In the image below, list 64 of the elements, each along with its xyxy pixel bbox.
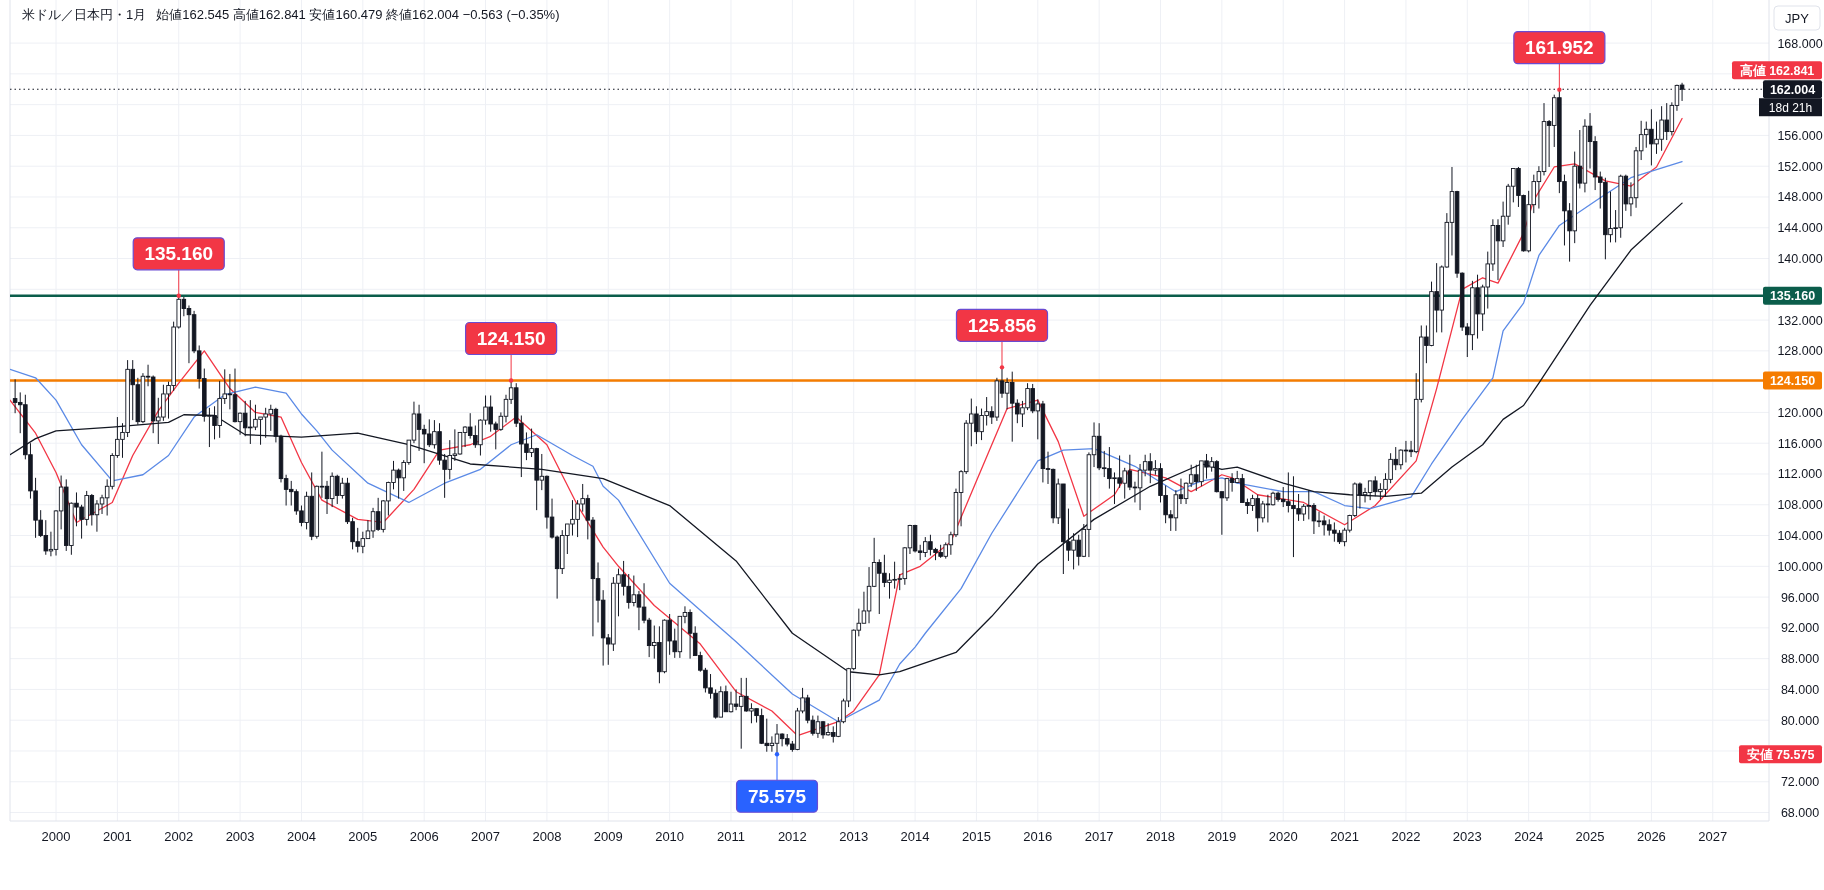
y-tick-label: 156.000 — [1777, 128, 1823, 143]
annotation: 75.575 — [747, 785, 807, 807]
x-tick-label: 2017 — [1084, 829, 1114, 844]
annotation: 135.160 — [144, 243, 214, 265]
x-tick-label: 2008 — [532, 829, 562, 844]
annotation: 高値 162.841 — [1739, 62, 1815, 78]
x-tick-label: 2011 — [717, 829, 745, 844]
y-tick-label: 116.000 — [1777, 436, 1823, 451]
y-tick-label: 120.000 — [1777, 405, 1823, 420]
text: 始値162.545 高値162.841 安値160.479 終値162.004 −0.563 (−0.35%) — [156, 7, 560, 22]
y-tick-label: 88.000 — [1780, 652, 1820, 667]
x-tick-label: 2025 — [1575, 829, 1605, 844]
x-tick-label: 2000 — [41, 829, 71, 844]
y-tick-label: 128.000 — [1777, 344, 1823, 359]
y-tick-label: 132.000 — [1777, 313, 1823, 328]
y-tick-label: 112.000 — [1777, 467, 1823, 482]
x-tick-label: 2021 — [1330, 829, 1360, 844]
y-tick-label: 68.000 — [1780, 806, 1820, 821]
x-tick-label: 2001 — [102, 829, 132, 844]
y-tick-label: 84.000 — [1780, 682, 1820, 697]
ref-line-label: 162.004 — [1769, 82, 1816, 97]
x-tick-label: 2016 — [1023, 829, 1053, 844]
ref-line-label: 135.160 — [1769, 289, 1816, 304]
annotation: 161.952 — [1525, 37, 1594, 59]
y-tick-label: 104.000 — [1777, 529, 1823, 544]
y-tick-label: 92.000 — [1780, 621, 1820, 636]
x-tick-label: 2020 — [1268, 829, 1298, 844]
x-tick-label: 2012 — [777, 829, 807, 844]
x-tick-label: 2010 — [655, 829, 685, 844]
x-tick-label: 2023 — [1452, 829, 1482, 844]
x-tick-label: 2018 — [1146, 829, 1175, 844]
x-tick-label: 2009 — [593, 829, 623, 844]
x-tick-label: 2019 — [1207, 829, 1237, 844]
x-tick-label: 2006 — [409, 829, 439, 844]
y-tick-label: 152.000 — [1777, 159, 1823, 174]
y-tick-label: 80.000 — [1780, 713, 1820, 728]
x-tick-label: 2014 — [900, 829, 930, 844]
y-tick-label: 72.000 — [1780, 775, 1820, 790]
x-tick-label: 2024 — [1514, 829, 1544, 844]
x-tick-label: 2013 — [839, 829, 869, 844]
y-tick-label: 140.000 — [1777, 252, 1823, 267]
y-axis-title: JPY — [1785, 11, 1810, 26]
x-tick-label: 2004 — [287, 829, 316, 844]
y-tick-label: 144.000 — [1777, 221, 1823, 236]
text: 米ドル／日本円・1月 — [22, 7, 147, 22]
x-tick-label: 2022 — [1391, 829, 1421, 844]
y-tick-label: 96.000 — [1780, 590, 1820, 605]
annotation: 安値 75.575 — [1746, 746, 1815, 762]
x-tick-label: 2005 — [348, 829, 378, 844]
x-tick-label: 2027 — [1698, 829, 1728, 844]
annotation: 18d 21h — [1768, 100, 1813, 115]
annotation: 124.150 — [476, 327, 546, 349]
x-tick-label: 2026 — [1636, 829, 1666, 844]
x-tick-label: 2015 — [961, 829, 991, 844]
y-tick-label: 108.000 — [1777, 498, 1823, 513]
line-series — [10, 202, 1683, 676]
y-tick-label: 168.000 — [1777, 36, 1823, 51]
x-tick-label: 2002 — [164, 829, 194, 844]
x-tick-label: 2003 — [225, 829, 255, 844]
y-tick-label: 148.000 — [1777, 190, 1823, 205]
ref-line-label: 124.150 — [1769, 373, 1816, 388]
y-tick-label: 100.000 — [1777, 559, 1823, 574]
x-tick-label: 2007 — [471, 829, 500, 844]
annotation: 125.856 — [967, 314, 1037, 336]
